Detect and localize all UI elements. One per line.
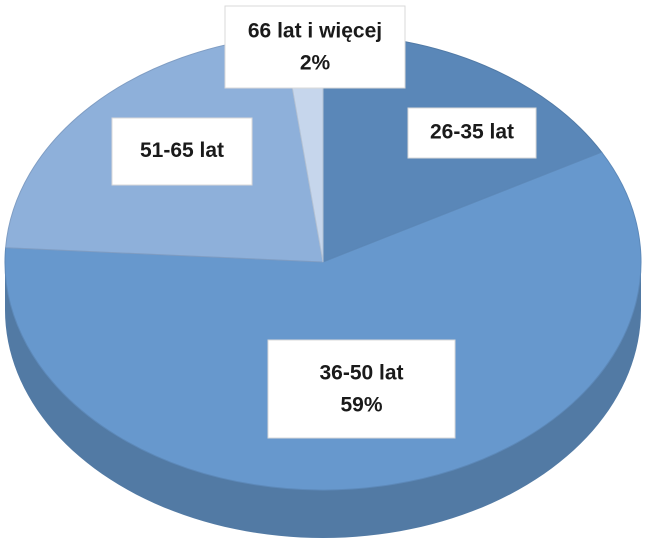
label-box: [407, 107, 537, 159]
data-label-category: 66 lat i więcej: [248, 20, 382, 43]
slice: [4, 151, 642, 491]
data-label-category: 26-35 lat: [430, 121, 514, 144]
data-label-value: 59%: [340, 394, 382, 417]
data-label-category: 36-50 lat: [319, 362, 403, 385]
label-box: [111, 117, 253, 186]
data-label-category: 51-65 lat: [140, 139, 224, 162]
label-box: [267, 339, 456, 439]
data-label-value: 2%: [300, 52, 331, 75]
label-box: [224, 5, 406, 89]
slice-side: [5, 262, 641, 538]
